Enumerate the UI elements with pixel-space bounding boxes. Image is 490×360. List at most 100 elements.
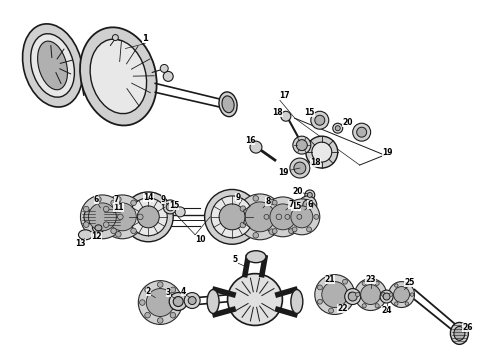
Circle shape [311,111,329,129]
Circle shape [299,196,317,214]
Ellipse shape [306,136,338,168]
Circle shape [394,284,398,287]
Circle shape [140,300,145,305]
Circle shape [329,276,334,281]
Circle shape [131,228,136,234]
Circle shape [157,318,163,323]
Ellipse shape [173,297,183,306]
Circle shape [318,299,322,304]
Circle shape [170,312,176,318]
Circle shape [89,203,116,231]
Circle shape [163,71,173,81]
Circle shape [245,202,275,232]
Text: 2: 2 [146,287,151,296]
Circle shape [292,227,297,232]
Circle shape [291,206,313,228]
Circle shape [269,199,274,205]
Circle shape [394,302,398,305]
Circle shape [272,229,277,234]
Ellipse shape [380,290,393,303]
Text: 8: 8 [265,197,270,206]
Ellipse shape [123,192,173,242]
Text: 15: 15 [305,108,315,117]
Circle shape [145,287,150,293]
Circle shape [253,233,259,238]
Ellipse shape [103,206,122,228]
Circle shape [103,222,109,228]
Circle shape [80,195,124,239]
Text: 1: 1 [143,34,148,43]
Circle shape [240,206,245,211]
Circle shape [118,214,123,220]
Circle shape [389,282,415,307]
Text: 18: 18 [311,158,321,167]
Ellipse shape [312,142,332,162]
Text: 4: 4 [180,287,186,296]
Ellipse shape [137,206,159,228]
Circle shape [264,215,269,219]
Circle shape [318,285,322,290]
Circle shape [307,202,312,207]
Circle shape [281,111,291,121]
Circle shape [253,195,259,201]
Circle shape [361,285,381,305]
Ellipse shape [294,162,306,174]
Circle shape [170,287,176,293]
Circle shape [343,279,347,284]
Circle shape [184,293,200,309]
Ellipse shape [293,136,311,154]
Text: 25: 25 [404,278,415,287]
Circle shape [145,312,150,318]
Circle shape [353,123,370,141]
Circle shape [356,292,360,297]
Circle shape [116,197,121,202]
Circle shape [175,207,185,217]
Circle shape [405,284,409,287]
Text: 14: 14 [143,193,153,202]
Circle shape [96,197,101,202]
Circle shape [269,229,274,234]
Circle shape [138,214,143,220]
Ellipse shape [38,41,68,90]
Circle shape [405,302,409,305]
Circle shape [362,304,366,308]
Circle shape [175,300,181,305]
Ellipse shape [296,140,307,150]
Circle shape [250,141,262,153]
Circle shape [292,202,297,207]
Ellipse shape [205,189,260,244]
Circle shape [315,275,355,315]
Ellipse shape [207,289,219,314]
Circle shape [355,279,387,310]
Ellipse shape [95,225,102,231]
Ellipse shape [90,39,147,114]
Text: 12: 12 [91,232,101,241]
Text: 22: 22 [338,304,348,313]
Circle shape [272,200,277,205]
Ellipse shape [290,158,310,178]
Text: 10: 10 [195,235,205,244]
Text: 20: 20 [293,188,303,197]
Circle shape [166,203,174,211]
Circle shape [112,35,119,41]
Circle shape [382,292,386,297]
Ellipse shape [246,251,266,263]
Text: 15: 15 [169,201,179,210]
Ellipse shape [219,204,245,230]
Circle shape [131,200,136,206]
Text: 3: 3 [166,288,171,297]
Text: 26: 26 [462,323,473,332]
Text: 7: 7 [114,195,119,204]
Circle shape [188,297,196,305]
Text: 21: 21 [324,275,335,284]
Text: 18: 18 [272,108,283,117]
Circle shape [108,203,136,231]
Circle shape [349,292,354,297]
Circle shape [263,197,303,237]
Ellipse shape [450,323,468,345]
Ellipse shape [84,210,93,224]
Circle shape [322,282,348,307]
Circle shape [307,227,312,232]
Text: 7: 7 [288,201,294,210]
Ellipse shape [23,24,82,107]
